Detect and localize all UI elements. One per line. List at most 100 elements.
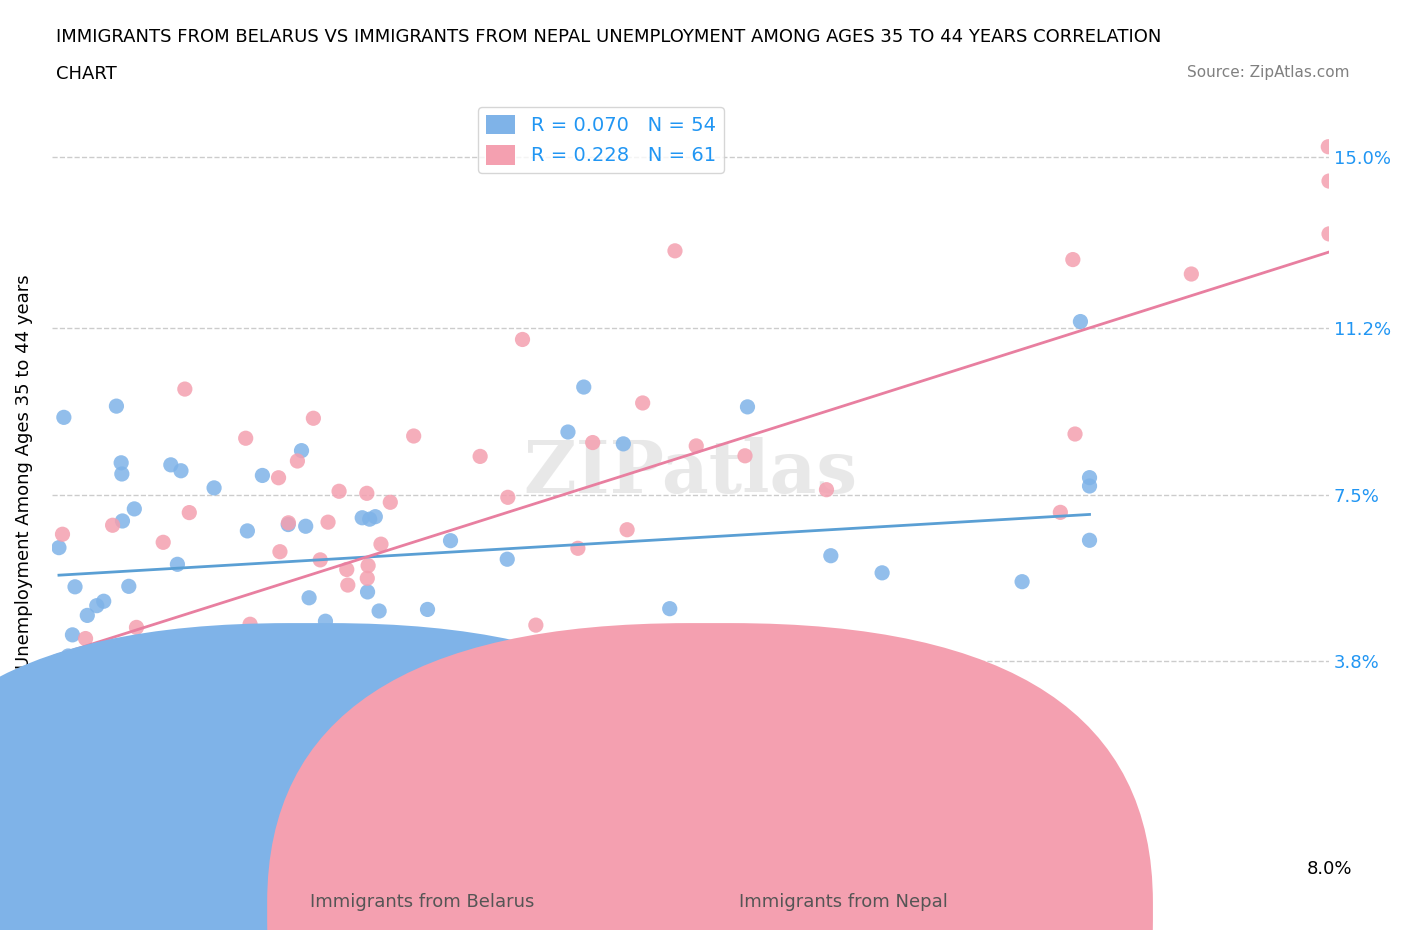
- Point: [274, 684, 297, 699]
- Point: [1180, 267, 1202, 282]
- Point: [41, 658, 63, 672]
- Point: [402, 429, 425, 444]
- Y-axis label: Unemployment Among Ages 35 to 44 years: Unemployment Among Ages 35 to 44 years: [15, 275, 32, 670]
- Point: [152, 535, 174, 550]
- Point: [111, 467, 134, 482]
- Point: [297, 757, 319, 772]
- Point: [820, 549, 842, 564]
- Point: [524, 618, 547, 632]
- Point: [245, 699, 267, 714]
- Point: [186, 664, 208, 679]
- Point: [496, 551, 519, 566]
- Point: [1317, 226, 1340, 241]
- Point: [316, 514, 339, 529]
- Point: [1078, 471, 1101, 485]
- Point: [252, 468, 274, 483]
- Point: [432, 757, 454, 772]
- Point: [1317, 140, 1340, 154]
- Point: [142, 725, 165, 740]
- Point: [287, 454, 309, 469]
- Point: [314, 614, 336, 629]
- Point: [277, 517, 299, 532]
- Text: Source: ZipAtlas.com: Source: ZipAtlas.com: [1187, 65, 1350, 80]
- Point: [567, 541, 589, 556]
- Point: [238, 631, 260, 645]
- Point: [368, 604, 391, 618]
- Point: [356, 571, 378, 586]
- Point: [100, 738, 122, 753]
- Point: [111, 513, 134, 528]
- Point: [69, 724, 91, 738]
- Point: [226, 757, 249, 772]
- Point: [1064, 427, 1087, 442]
- Point: [63, 579, 86, 594]
- Point: [236, 524, 259, 538]
- Point: [179, 505, 201, 520]
- Point: [58, 648, 80, 663]
- Point: [277, 515, 299, 530]
- Point: [380, 495, 402, 510]
- Point: [588, 664, 610, 679]
- Text: Immigrants from Belarus: Immigrants from Belarus: [309, 894, 534, 911]
- Point: [239, 617, 262, 631]
- Point: [359, 512, 381, 526]
- Point: [267, 471, 290, 485]
- Point: [302, 411, 325, 426]
- Point: [582, 435, 605, 450]
- Point: [124, 501, 146, 516]
- Point: [572, 379, 595, 394]
- Point: [416, 602, 439, 617]
- Point: [1049, 505, 1071, 520]
- Point: [1011, 574, 1033, 589]
- Point: [198, 698, 221, 713]
- Point: [72, 679, 94, 694]
- Point: [166, 661, 188, 676]
- Point: [138, 661, 160, 676]
- Point: [86, 598, 108, 613]
- Point: [82, 678, 104, 693]
- Point: [309, 552, 332, 567]
- Legend: R = 0.070   N = 54, R = 0.228   N = 61: R = 0.070 N = 54, R = 0.228 N = 61: [478, 107, 724, 173]
- Point: [1078, 533, 1101, 548]
- Point: [202, 481, 225, 496]
- Point: [734, 448, 756, 463]
- Point: [101, 518, 124, 533]
- Point: [1062, 252, 1084, 267]
- Point: [737, 399, 759, 414]
- Point: [159, 458, 181, 472]
- Point: [166, 557, 188, 572]
- Text: ZIPatlas: ZIPatlas: [523, 437, 858, 508]
- Point: [1317, 174, 1340, 189]
- Point: [512, 332, 534, 347]
- Point: [242, 757, 264, 772]
- Point: [201, 720, 224, 735]
- Point: [364, 510, 387, 525]
- Point: [269, 544, 291, 559]
- Text: CHART: CHART: [56, 65, 117, 83]
- Point: [52, 410, 75, 425]
- Text: Immigrants from Nepal: Immigrants from Nepal: [740, 894, 948, 911]
- Point: [76, 608, 98, 623]
- Point: [93, 594, 115, 609]
- Point: [160, 692, 183, 707]
- Point: [336, 562, 359, 577]
- Point: [173, 381, 195, 396]
- Text: IMMIGRANTS FROM BELARUS VS IMMIGRANTS FROM NEPAL UNEMPLOYMENT AMONG AGES 35 TO 4: IMMIGRANTS FROM BELARUS VS IMMIGRANTS FR…: [56, 28, 1161, 46]
- Point: [1078, 479, 1101, 494]
- Point: [1069, 314, 1091, 329]
- Point: [557, 425, 579, 440]
- Point: [298, 591, 321, 605]
- Point: [664, 244, 686, 259]
- Point: [100, 654, 122, 669]
- Point: [105, 399, 128, 414]
- Point: [439, 533, 461, 548]
- Point: [62, 628, 84, 643]
- Point: [170, 463, 193, 478]
- Point: [815, 483, 838, 498]
- Point: [356, 584, 378, 599]
- Point: [110, 456, 132, 471]
- Point: [467, 739, 489, 754]
- Point: [370, 537, 392, 551]
- Point: [75, 631, 97, 646]
- Point: [48, 540, 70, 555]
